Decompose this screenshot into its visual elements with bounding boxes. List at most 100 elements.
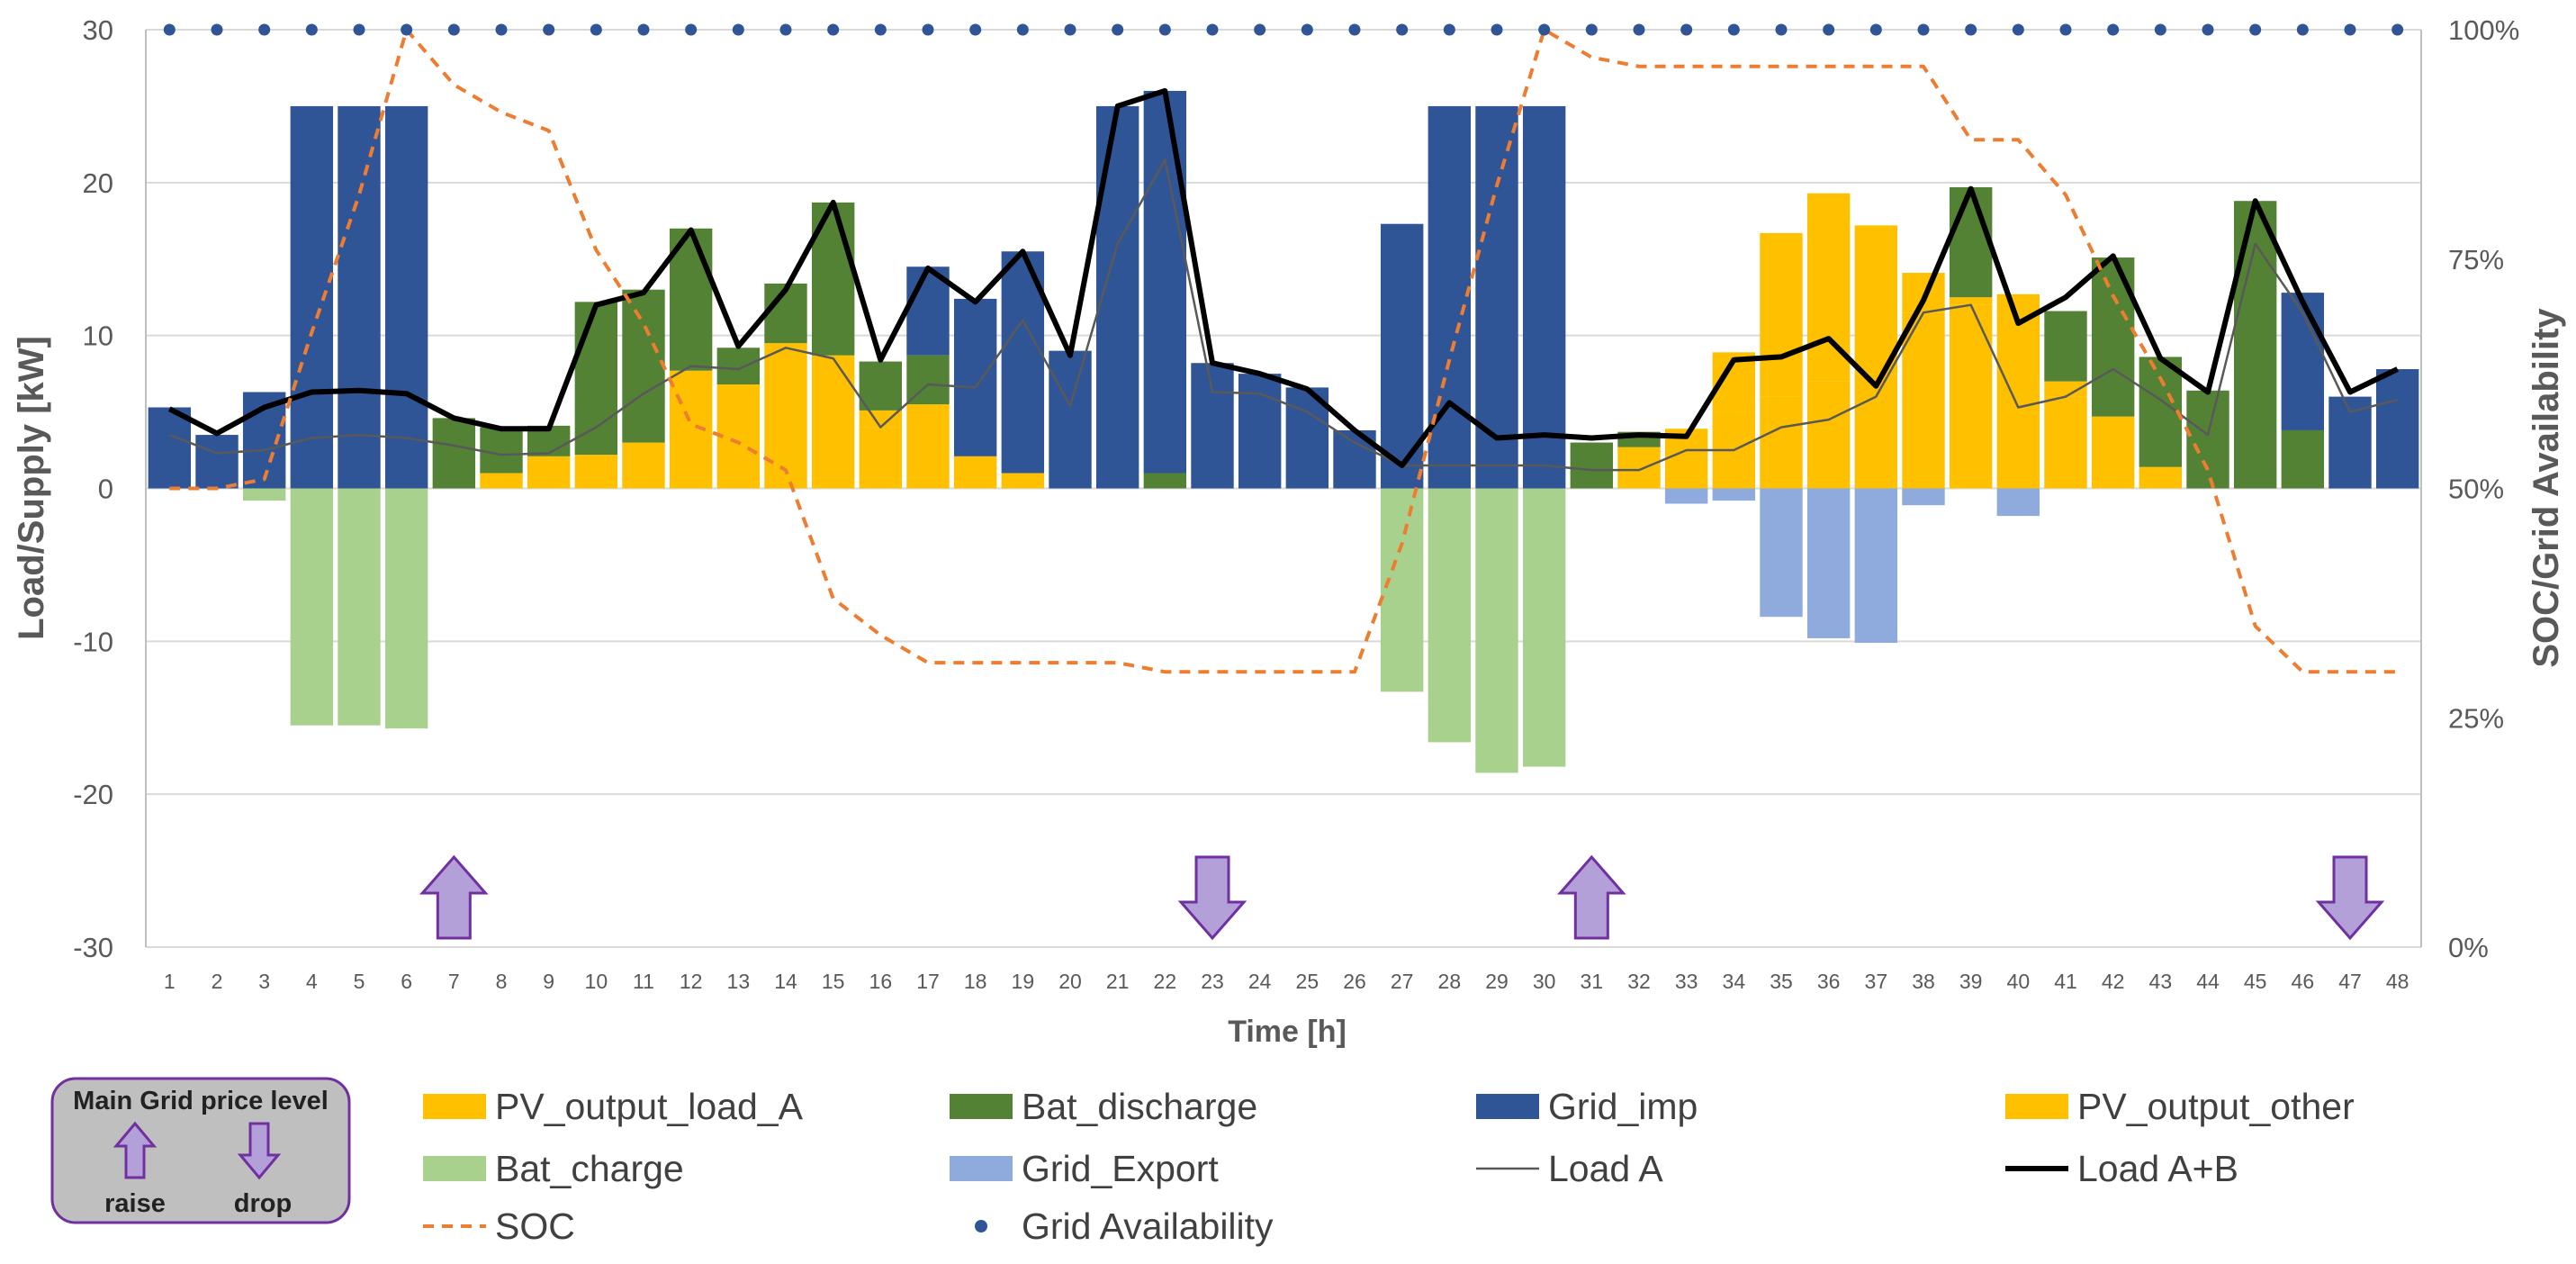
marker-grid-availability (2296, 23, 2309, 36)
marker-grid-availability (495, 23, 508, 36)
y-axis-title: Load/Supply [kW] (12, 336, 51, 640)
marker-grid-availability (1301, 23, 1313, 36)
x-tick-label: 24 (1248, 970, 1272, 993)
bar-grid-export (1712, 488, 1756, 501)
x-tick-label: 12 (680, 970, 703, 993)
marker-grid-availability (1823, 23, 1835, 36)
bar-bat-discharge (859, 361, 903, 411)
marker-grid-availability (401, 23, 413, 36)
x-axis-title: Time [h] (1228, 1015, 1347, 1049)
x-tick-label: 28 (1438, 970, 1462, 993)
price-arrows (419, 854, 2385, 941)
marker-grid-availability (2202, 23, 2214, 36)
bar-pv-output-load-a (1806, 381, 1851, 489)
bar-bat-discharge (2139, 357, 2183, 467)
bar-bat-discharge (622, 289, 665, 443)
marker-grid-availability (353, 23, 365, 36)
marker-grid-availability (1775, 23, 1788, 36)
marker-grid-availability (2344, 23, 2356, 36)
bar-grid-imp (338, 105, 381, 489)
bar-bat-charge (338, 488, 381, 726)
marker-grid-availability (258, 23, 271, 36)
bar-grid-imp (2281, 293, 2325, 430)
marker-grid-availability (1206, 23, 1219, 36)
x-tick-label: 11 (633, 970, 654, 993)
x-tick-label: 3 (258, 970, 270, 993)
marker-grid-availability (2107, 23, 2120, 36)
legend-swatch-pv-output-other (2005, 1094, 2068, 1119)
bar-bat-discharge (1143, 473, 1187, 489)
x-tick-label: 17 (916, 970, 940, 993)
bar-bat-charge (290, 488, 334, 726)
marker-grid-availability (211, 23, 223, 36)
x-tick-label: 13 (727, 970, 751, 993)
x-tick-label: 16 (869, 970, 893, 993)
x-tick-label: 2 (212, 970, 223, 993)
marker-grid-availability (1633, 23, 1645, 36)
x-tick-label: 39 (1959, 970, 1983, 993)
bar-bat-charge (242, 488, 286, 501)
marker-grid-availability (827, 23, 840, 36)
x-tick-label: 32 (1627, 970, 1651, 993)
marker-grid-availability (163, 23, 176, 36)
bar-pv-output-other (1617, 447, 1661, 466)
y-tick-label: -20 (73, 779, 113, 810)
bar-bat-discharge (432, 418, 476, 489)
x-tick-label: 20 (1058, 970, 1082, 993)
x-tick-label: 10 (585, 970, 608, 993)
marker-grid-availability (1727, 23, 1740, 36)
bar-grid-imp (290, 105, 334, 489)
bar-pv-output-load-a (1001, 473, 1045, 489)
y2-tick-label: 50% (2448, 474, 2504, 505)
bar-bat-charge (384, 488, 428, 729)
bar-pv-output-load-a (527, 460, 571, 489)
bar-pv-output-load-a (906, 404, 950, 489)
marker-grid-availability (2059, 23, 2072, 36)
legend-label-bat-charge: Bat_charge (495, 1148, 684, 1189)
x-tick-label: 41 (2054, 970, 2077, 993)
marker-grid-availability (2154, 23, 2166, 36)
x-tick-label: 45 (2244, 970, 2267, 993)
x-tick-label: 34 (1723, 970, 1746, 993)
bar-pv-output-load-a (764, 343, 807, 489)
x-tick-label: 15 (822, 970, 845, 993)
marker-grid-availability (590, 23, 602, 36)
bar-bat-discharge (574, 302, 618, 456)
legend-label-load-a-b: Load A+B (2077, 1148, 2238, 1189)
bar-bat-charge (1428, 488, 1472, 743)
marker-grid-availability (1538, 23, 1551, 36)
price-box-title: Main Grid price level (73, 1087, 329, 1115)
marker-grid-availability (969, 23, 982, 36)
x-tick-label: 18 (964, 970, 987, 993)
x-tick-label: 44 (2196, 970, 2220, 993)
bar-grid-export (1806, 488, 1851, 638)
x-tick-label: 27 (1391, 970, 1414, 993)
legend-swatch-grid-imp (1476, 1094, 1539, 1119)
marker-grid-availability (1965, 23, 1977, 36)
bar-pv-output-load-a (953, 456, 997, 489)
bar-grid-imp (1049, 350, 1092, 489)
gridlines (146, 29, 2421, 948)
legend-swatch-grid-availability (975, 1220, 987, 1232)
x-tick-label: 9 (543, 970, 554, 993)
marker-grid-availability (779, 23, 792, 36)
x-tick-label: 21 (1106, 970, 1130, 993)
bar-pv-output-other (859, 410, 903, 428)
bar-pv-output-load-a (2091, 416, 2135, 489)
x-tick-label: 29 (1485, 970, 1509, 993)
price-box-frame (50, 1077, 351, 1224)
marker-grid-availability (1917, 23, 1930, 36)
legend-label-load-a: Load A (1548, 1148, 1663, 1189)
legend-swatch-bat-discharge (950, 1094, 1013, 1119)
bar-pv-output-load-a (1902, 312, 1945, 489)
price-level-legend: Main Grid price level raise drop (50, 1077, 351, 1224)
bar-grid-imp (1522, 105, 1566, 489)
bar-pv-output-other (1902, 273, 1945, 313)
x-tick-label: 23 (1201, 970, 1224, 993)
x-tick-label: 42 (2102, 970, 2125, 993)
bar-bat-discharge (2091, 257, 2135, 417)
y2-tick-label: 100% (2448, 14, 2519, 46)
marker-grid-availability (874, 23, 887, 36)
x-tick-label: 22 (1154, 970, 1177, 993)
bar-grid-imp (148, 407, 192, 489)
